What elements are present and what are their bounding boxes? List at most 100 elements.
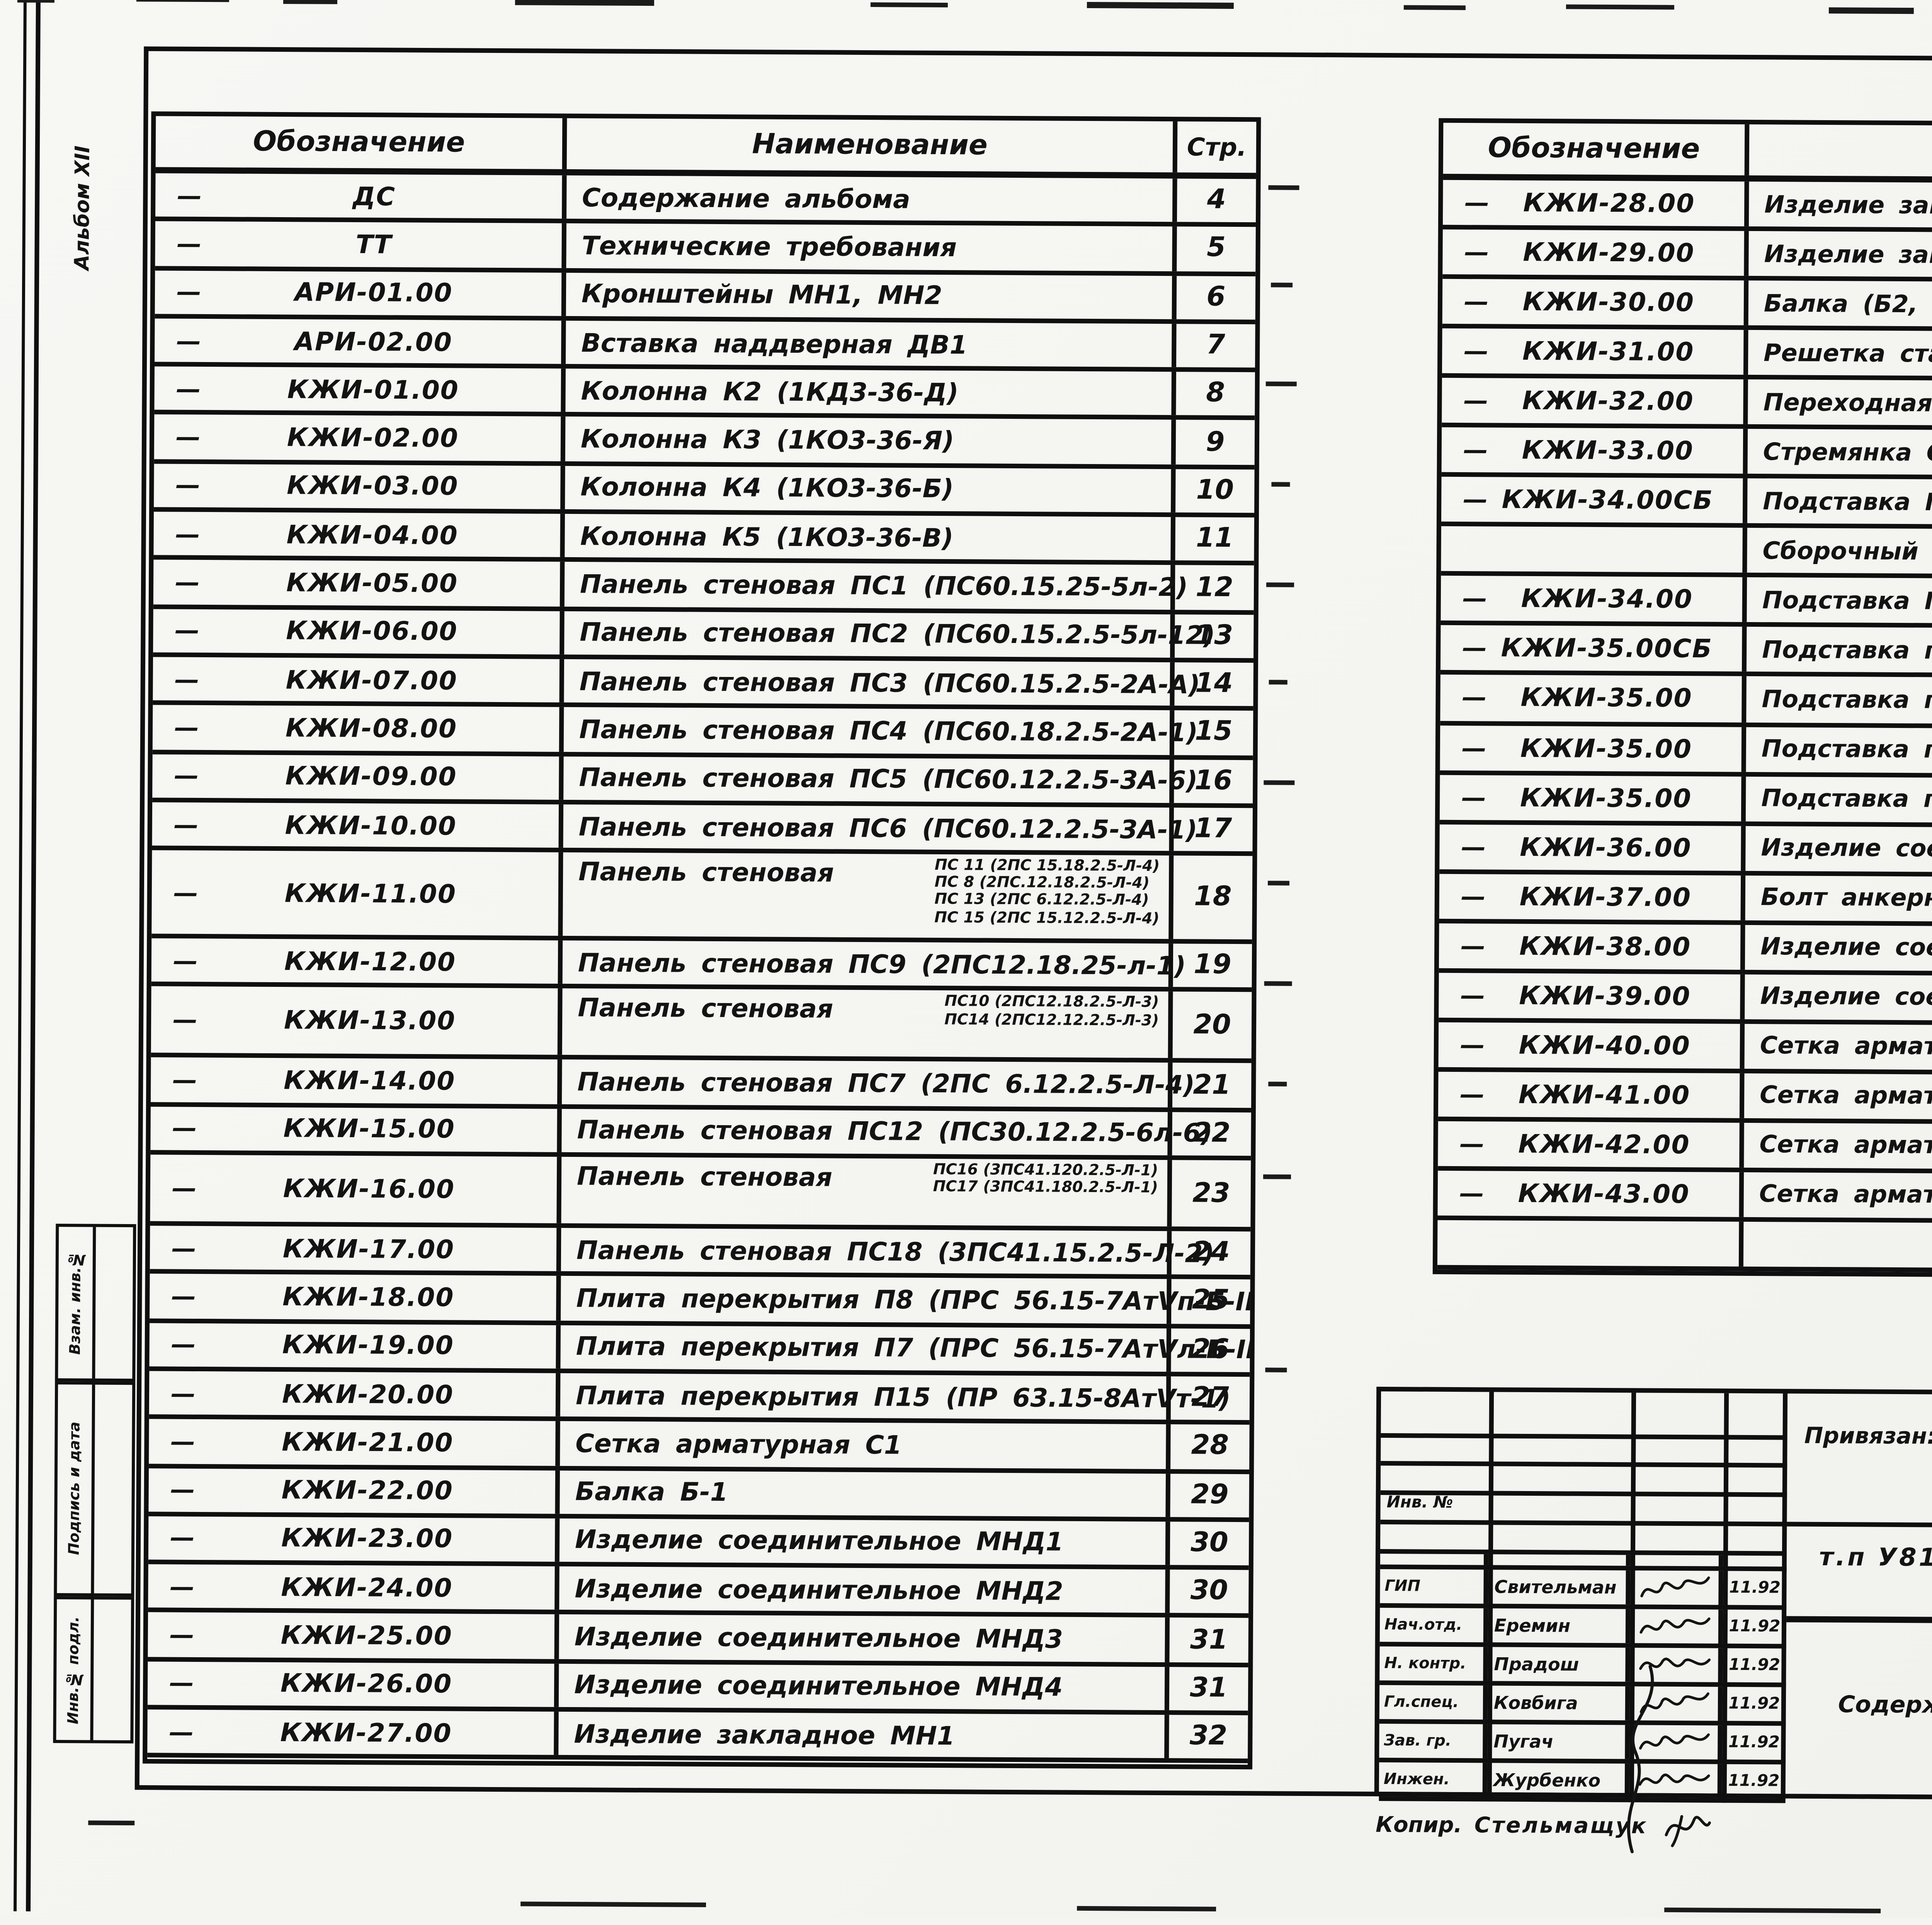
scan-artifact (1265, 1367, 1287, 1372)
designation-cell: —КЖИ-16.00 (150, 1155, 561, 1223)
designation-cell: —КЖИ-30.00 (1442, 279, 1749, 325)
name-sub-lines: ПС 11 (2ПС 15.18.2.5-Л-4)ПС 8 (2ПС.12.18… (934, 858, 1160, 928)
designation-dash: — (172, 1114, 197, 1143)
name-text: Изделие закладное МН3 (1748, 240, 1932, 269)
designation-code: КЖИ-07.00 (199, 664, 560, 696)
designation-code: АРИ-01.00 (201, 277, 561, 309)
designation-cell: —КЖИ-08.00 (153, 705, 564, 751)
designation-code: КЖИ-05.00 (200, 568, 560, 599)
page-number: 32 (1189, 1721, 1227, 1753)
stamp-inv-podl: Инв.№ подл. (53, 1596, 134, 1743)
name-text: Панель стеновая ПС18 (3ПС41.15.2.5-Л-2) (561, 1235, 1214, 1268)
designation-code: КЖИ-24.00 (194, 1572, 554, 1603)
signature-date: 11.92 (1723, 1610, 1786, 1644)
page-cell: 15 (1174, 711, 1253, 755)
name-cell: Подставка передвижная ПП1л. 1 (1746, 677, 1932, 725)
signature-name: Прадош (1488, 1647, 1630, 1682)
name-cell: Изделие закладное МН3 (1748, 231, 1932, 279)
inv-number-label: Инв. № (1387, 1493, 1453, 1512)
designation-cell: —КЖИ-22.00 (148, 1468, 560, 1513)
name-cell: Решетка стальная (РС1, РС2) (1748, 330, 1932, 378)
name-cell (1743, 1222, 1932, 1270)
name-sub-line: ПС16 (3ПС41.120.2.5-Л-1) (933, 1162, 1158, 1180)
page-cell: 25 (1171, 1280, 1250, 1324)
page-number: 30 (1190, 1576, 1228, 1607)
page-number: 10 (1196, 475, 1234, 507)
page-cell: 20 (1173, 992, 1252, 1059)
page-number: 25 (1192, 1286, 1230, 1317)
designation-dash: — (171, 1378, 196, 1408)
scan-artifact (1271, 282, 1293, 287)
designation-code: КЖИ-35.00СБ (1487, 634, 1742, 664)
designation-code: КЖИ-29.00 (1489, 238, 1744, 268)
designation-cell: —КЖИ-23.00 (148, 1516, 560, 1562)
empty-cell (1631, 1555, 1723, 1566)
page-cell: 19 (1173, 944, 1252, 988)
page-cell: 4 (1177, 179, 1256, 223)
designation-code: КЖИ-04.00 (200, 519, 560, 551)
page-cell: 10 (1175, 469, 1255, 513)
stamp-empty-cell (94, 1385, 132, 1593)
designation-dash: — (1464, 188, 1489, 217)
empty-cell (1380, 1554, 1488, 1565)
name-cell: Панель стеновая ПС18 (3ПС41.15.2.5-Л-2) (561, 1228, 1172, 1275)
page-cell: 6 (1177, 275, 1256, 320)
designation-cell: —КЖИ-35.00СБ (1440, 626, 1747, 672)
designation-code: КЖИ-35.00 (1486, 733, 1742, 764)
name-sub-line: ПС10 (2ПС12.18.2.5-Л-3) (944, 994, 1159, 1013)
name-cell: Панель стеновая ПС7 (2ПС 6.12.2.5-Л-4) (562, 1060, 1173, 1107)
column-header-designation: Обозначение (1443, 123, 1750, 175)
scan-artifact (88, 1820, 134, 1825)
name-text: Содержание альбома (566, 182, 910, 214)
name-cell: Балка Б-1 (560, 1470, 1170, 1517)
page-cell: 5 (1177, 227, 1256, 271)
designation-cell: —КЖИ-13.00 (151, 987, 563, 1056)
page-number: 27 (1191, 1383, 1229, 1414)
designation-dash: — (1464, 337, 1488, 366)
designation-code: КЖИ-41.00 (1485, 1080, 1740, 1110)
name-text: Подставка передвижная ПП1 (1746, 784, 1932, 815)
name-text: Колонна К2 (1КД3-36-Д) (565, 376, 958, 407)
name-cell: Изделие соединительное МНД3 (559, 1615, 1170, 1662)
signature-role: Инжен. (1379, 1762, 1487, 1797)
designation-dash: — (174, 713, 199, 742)
signature-name: Ковбига (1488, 1685, 1630, 1720)
designation-cell: —КЖИ-33.00 (1442, 428, 1748, 474)
designation-code: ТТ (201, 229, 561, 260)
stamp-empty-cell (93, 1600, 131, 1740)
page-cell: 18 (1173, 856, 1252, 940)
designation-dash: — (176, 374, 201, 403)
page-number: 12 (1196, 572, 1233, 604)
name-cell: Плита перекрытия П7 (ПРС 56.15-7АтVл-Б-I… (560, 1325, 1171, 1371)
titleblock-line (1787, 1522, 1932, 1530)
name-cell: Панель стеновая ПС1 (ПС60.15.25-5л-2) (565, 562, 1175, 609)
name-text: Подставка передвижная ПП1.Сборочный черт… (1747, 636, 1932, 668)
designation-cell: —КЖИ-06.00 (153, 609, 565, 655)
designation-code: КЖИ-03.00 (200, 471, 560, 502)
name-text: Стремянка СТ1 (1748, 438, 1932, 467)
name-cell: Сетка арматурная СА1 (1745, 1024, 1932, 1072)
designation-dash: — (172, 1233, 196, 1262)
designation-cell: —КЖИ-11.00 (151, 850, 563, 936)
designation-cell: —КЖИ-35.00 (1440, 675, 1747, 722)
designation-code: КЖИ-06.00 (199, 616, 560, 647)
designation-cell: —АРИ-02.00 (155, 318, 566, 364)
name-text: Изделие соединительное МНД3 (559, 1622, 1063, 1654)
designation-dash: — (1463, 386, 1488, 415)
page-cell: 29 (1170, 1473, 1249, 1517)
